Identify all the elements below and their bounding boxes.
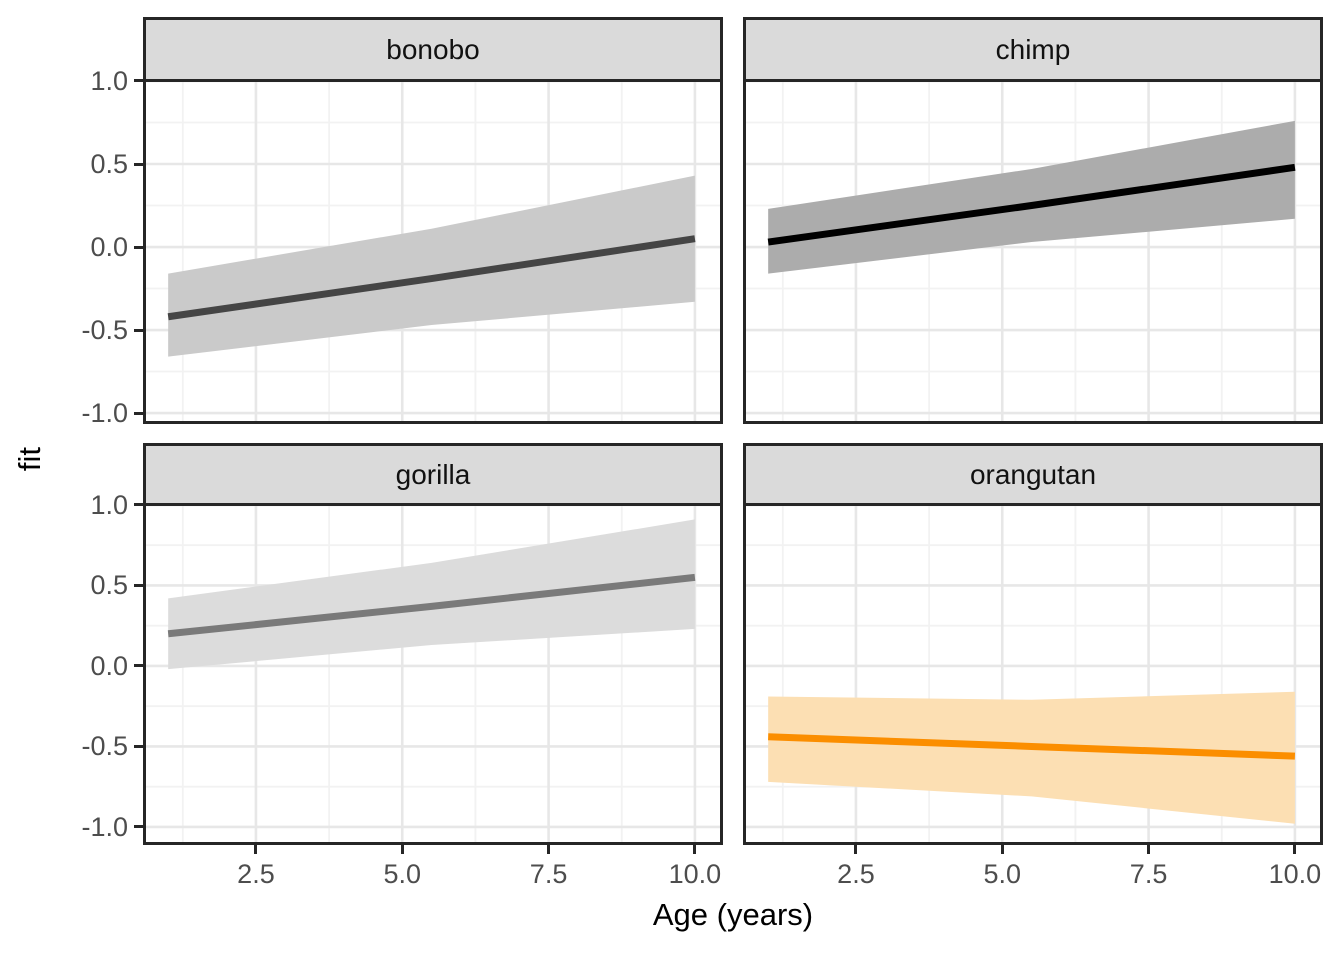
- facet-bonobo: bonobo: [143, 17, 723, 424]
- x-tick-label: 10.0: [1268, 859, 1322, 889]
- y-tick-label: -0.5: [81, 315, 128, 346]
- y-tick-label: 0.0: [90, 232, 128, 263]
- facet-strip-gorilla: gorilla: [143, 443, 723, 503]
- facet-label-orangutan: orangutan: [969, 458, 1097, 490]
- x-axis-title: Age (years): [652, 897, 814, 932]
- y-tick-mark: [134, 411, 143, 415]
- y-tick-mark: [134, 664, 143, 668]
- y-tick-mark: [134, 503, 143, 507]
- y-tick-mark: [134, 245, 143, 249]
- y-tick-label: -1.0: [81, 398, 128, 429]
- facet-orangutan: orangutan: [743, 443, 1323, 845]
- y-tick-label: 0.5: [90, 570, 128, 601]
- y-tick-mark: [134, 162, 143, 166]
- facet-gorilla: gorilla: [143, 443, 723, 845]
- x-tick-mark: [400, 845, 404, 854]
- x-tick-mark: [547, 845, 551, 854]
- y-tick-label: 0.5: [90, 149, 128, 179]
- y-tick-mark: [134, 328, 143, 332]
- facet-label-gorilla: gorilla: [395, 458, 471, 490]
- facet-label-chimp: chimp: [995, 33, 1071, 65]
- x-tick-label: 2.5: [837, 859, 875, 889]
- x-tick-mark: [854, 845, 858, 854]
- y-tick-label: -1.0: [81, 811, 128, 842]
- y-tick-label: 0.0: [90, 650, 128, 681]
- panel-plot-gorilla: [143, 503, 723, 845]
- y-tick-label: 1.0: [90, 65, 128, 96]
- x-tick-mark: [693, 845, 697, 854]
- facet-chimp: chimp: [743, 17, 1323, 424]
- facet-strip-bonobo: bonobo: [143, 17, 723, 79]
- x-tick-label: 7.5: [1129, 859, 1168, 889]
- x-tick-label: 7.5: [529, 859, 568, 889]
- x-tick-mark: [1293, 845, 1297, 854]
- y-tick-mark: [134, 825, 143, 829]
- y-tick-label: 1.0: [90, 489, 128, 520]
- facet-strip-chimp: chimp: [743, 17, 1323, 79]
- y-tick-mark: [134, 744, 143, 748]
- x-tick-mark: [254, 845, 258, 854]
- panel-plot-chimp: [743, 79, 1323, 424]
- x-tick-label: 10.0: [668, 859, 722, 889]
- panel-plot-orangutan: [743, 503, 1323, 845]
- panel-plot-bonobo: [143, 79, 723, 424]
- x-tick-label: 2.5: [237, 859, 275, 889]
- y-tick-label: -0.5: [81, 731, 128, 762]
- x-tick-mark: [1000, 845, 1004, 854]
- x-tick-mark: [1147, 845, 1151, 854]
- facet-strip-orangutan: orangutan: [743, 443, 1323, 503]
- x-tick-label: 5.0: [383, 859, 422, 889]
- facet-label-bonobo: bonobo: [386, 33, 480, 65]
- y-tick-mark: [134, 79, 143, 83]
- y-tick-mark: [134, 583, 143, 587]
- x-tick-label: 5.0: [983, 859, 1022, 889]
